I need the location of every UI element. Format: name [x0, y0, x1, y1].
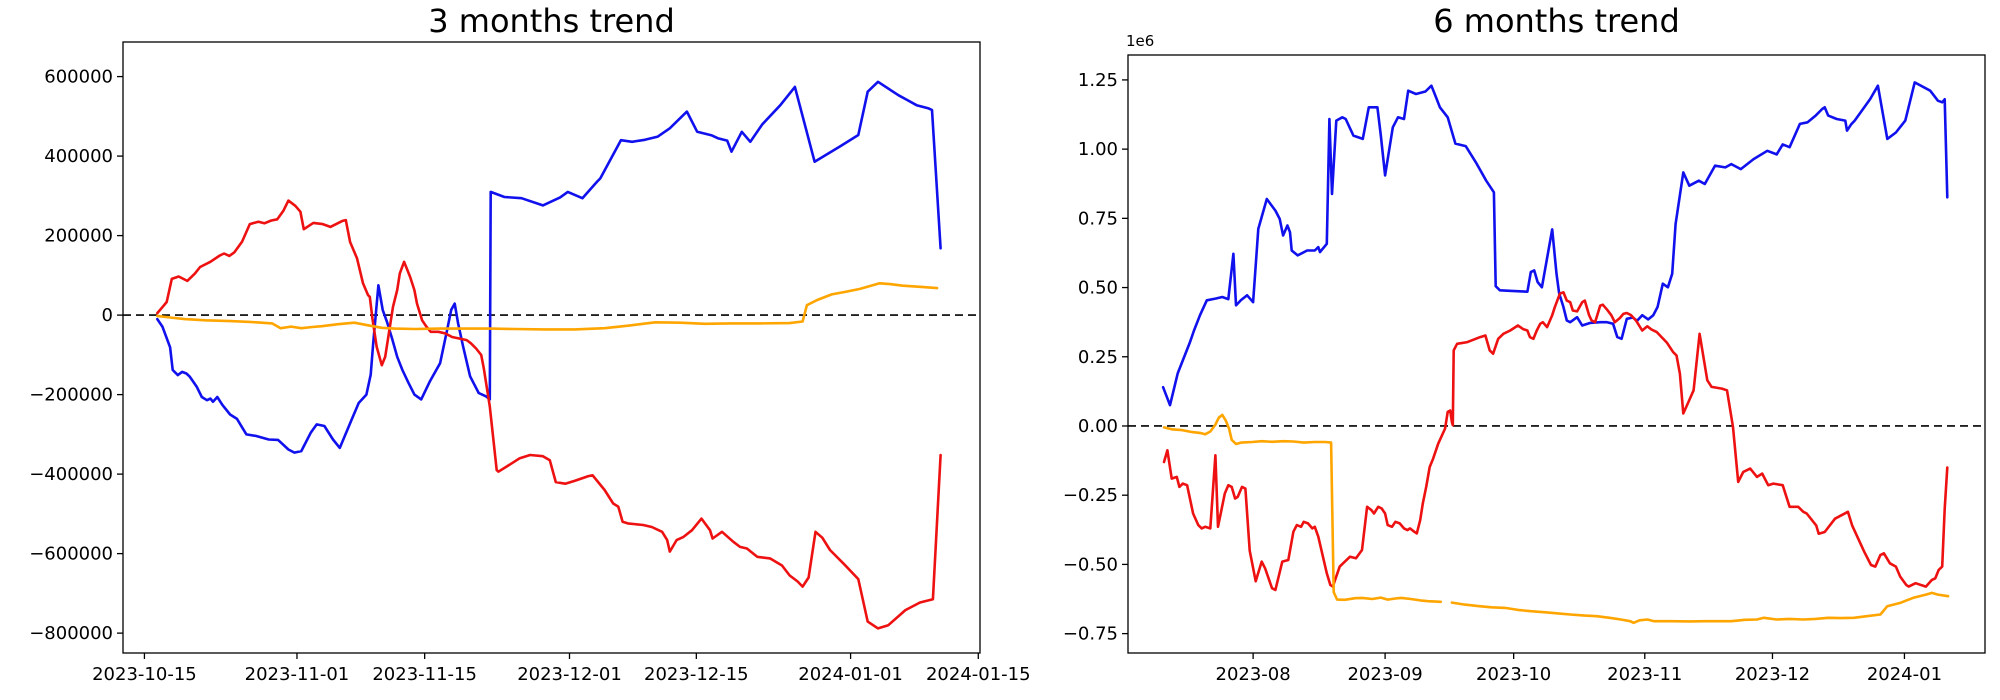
y-tick-label: 600000 — [44, 67, 113, 88]
y-tick-label: −0.50 — [1063, 554, 1118, 575]
x-tick-label: 2024-01 — [1867, 664, 1942, 685]
x-tick-label: 2023-12-15 — [644, 664, 749, 685]
y-tick-label: 0.75 — [1078, 208, 1118, 229]
x-tick-label: 2023-10-15 — [92, 664, 197, 685]
y-tick-label: −0.75 — [1063, 624, 1118, 645]
y-tick-label: −600000 — [29, 544, 113, 565]
right-chart-title: 6 months trend — [1433, 2, 1680, 40]
x-tick-label: 2024-01-15 — [926, 664, 1031, 685]
y-tick-label: 0.25 — [1078, 347, 1118, 368]
x-tick-label: 2023-11-01 — [245, 664, 350, 685]
plot-frame — [1127, 54, 1986, 654]
x-tick-label: 2023-11-15 — [372, 664, 477, 685]
y-axis-offset-label: 1e6 — [1126, 32, 1154, 50]
right-series-orange — [1162, 413, 1950, 625]
x-tick-label: 2024-01-01 — [798, 664, 903, 685]
x-tick-label: 2023-12 — [1735, 664, 1810, 685]
y-tick-label: 1.00 — [1078, 139, 1118, 160]
right-series-red — [1162, 290, 1949, 592]
y-tick-label: −800000 — [29, 623, 113, 644]
x-tick-label: 2023-08 — [1216, 664, 1291, 685]
x-tick-label: 2023-09 — [1347, 664, 1422, 685]
y-tick-label: 400000 — [44, 146, 113, 167]
y-tick-label: −400000 — [29, 464, 113, 485]
left-chart-title: 3 months trend — [428, 2, 675, 40]
y-tick-label: 0 — [102, 305, 113, 326]
x-tick-label: 2023-12-01 — [517, 664, 622, 685]
x-tick-label: 2023-10 — [1476, 664, 1551, 685]
y-tick-label: −0.25 — [1063, 485, 1118, 506]
y-tick-label: 0.50 — [1078, 278, 1118, 299]
y-tick-label: 1.25 — [1078, 70, 1118, 91]
right-chart-plot: 1.25 1.00 0.75 0.50 0.25 0.00 −0.25 −0.50 −0.75 2… — [1063, 32, 1986, 685]
left-chart-plot: 600000 400000 200000 0 −200000 −400000 −600000… — [29, 41, 1031, 685]
left-series-blue — [156, 80, 942, 454]
left-series-red — [156, 199, 942, 630]
y-tick-label: 0.00 — [1078, 416, 1118, 437]
left-series-orange — [156, 281, 939, 331]
x-tick-label: 2023-11 — [1607, 664, 1682, 685]
y-tick-label: 200000 — [44, 226, 113, 247]
y-tick-label: −200000 — [29, 385, 113, 406]
plot-frame — [122, 41, 981, 654]
right-series-blue — [1161, 81, 1949, 407]
